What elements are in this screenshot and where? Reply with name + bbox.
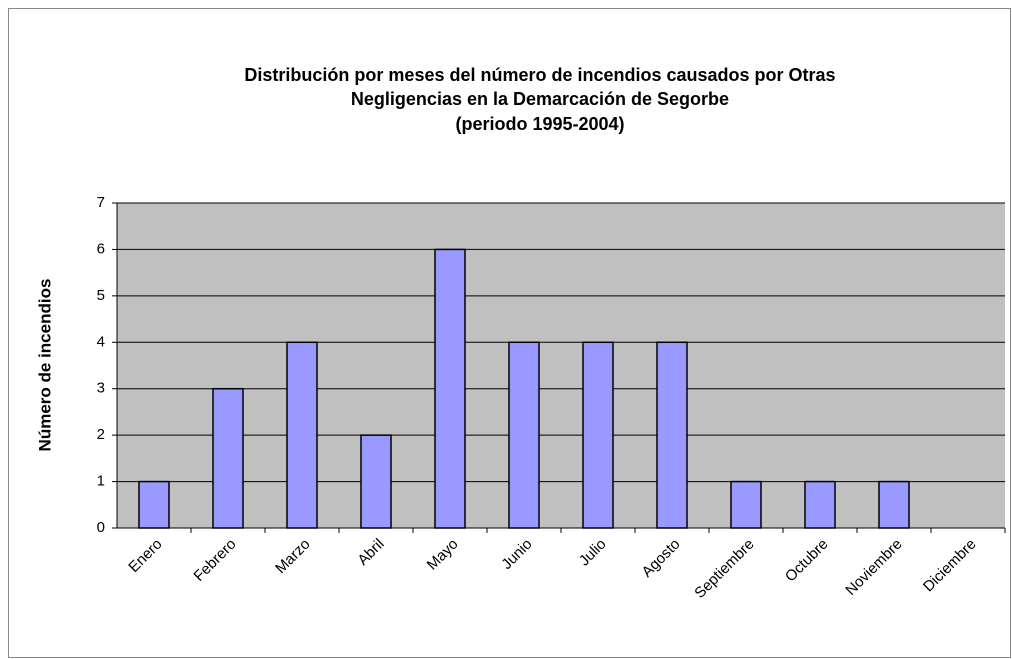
bar [212, 387, 244, 529]
y-axis-label: Número de incendios [35, 279, 54, 452]
bar [286, 341, 318, 529]
y-tick-label: 5 [97, 287, 105, 304]
bar [138, 480, 170, 529]
chart-title: (periodo 1995-2004) [455, 114, 624, 134]
y-tick-label: 7 [97, 194, 105, 211]
bar [508, 341, 540, 529]
bar [360, 434, 392, 529]
bar [656, 341, 688, 529]
y-tick-label: 0 [97, 519, 105, 536]
bar [434, 248, 466, 529]
chart-title: Negligencias en la Demarcación de Segorb… [351, 89, 729, 109]
bar [878, 480, 910, 529]
y-tick-label: 4 [97, 333, 105, 350]
y-tick-label: 1 [97, 473, 105, 490]
bar [582, 341, 614, 529]
chart-title: Distribución por meses del número de inc… [244, 65, 835, 85]
bar [730, 480, 762, 529]
y-tick-label: 6 [97, 240, 105, 257]
bar [804, 480, 836, 529]
y-tick-label: 2 [97, 426, 105, 443]
plot-area [117, 203, 1005, 528]
y-tick-label: 3 [97, 380, 105, 397]
